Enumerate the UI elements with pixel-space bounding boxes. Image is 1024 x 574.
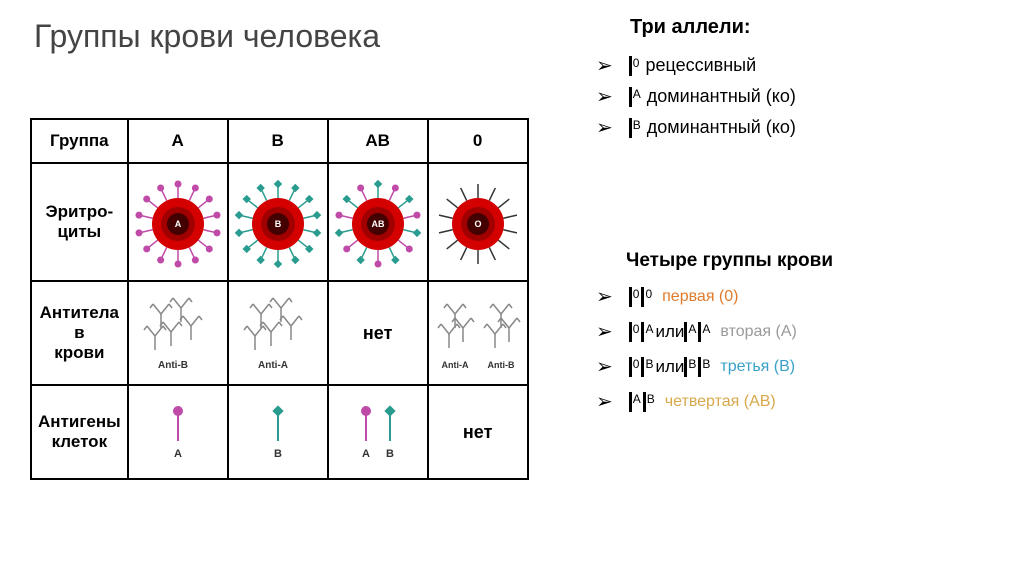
genotype-item: ➢00первая (0) — [596, 284, 1010, 309]
alleles-heading: Три аллели: — [630, 16, 990, 39]
antigen-icon: B — [238, 397, 318, 467]
chevron-icon: ➢ — [596, 284, 613, 309]
row-label: Группа — [31, 119, 128, 163]
svg-text:B: B — [386, 448, 394, 460]
genotype-label: четвертая (AB) — [665, 393, 776, 411]
row-label: Антигеныклеток — [31, 385, 128, 479]
erythrocyte-icon: AB — [332, 170, 424, 274]
svg-text:Anti-B: Anti-B — [158, 360, 188, 371]
table-header-row: Группа A B AB 0 — [31, 119, 528, 163]
svg-text:B: B — [274, 448, 282, 460]
col-header: AB — [328, 119, 428, 163]
genotype-item: ➢0B или BBтретья (B) — [596, 354, 1010, 379]
antibodies-row: Антителавкрови Anti-B Anti-A нет Anti-A A… — [31, 281, 528, 385]
genotype-item: ➢0A или AAвторая (A) — [596, 319, 1010, 344]
row-label: Эритро-циты — [31, 163, 128, 281]
svg-text:A: A — [174, 448, 182, 460]
col-header: 0 — [428, 119, 528, 163]
antigens-row: Антигеныклеток A B AB нет — [31, 385, 528, 479]
col-header: A — [128, 119, 228, 163]
chevron-icon: ➢ — [596, 84, 613, 109]
chevron-icon: ➢ — [596, 389, 613, 414]
chevron-icon: ➢ — [596, 319, 613, 344]
blood-groups-table: Группа A B AB 0 Эритро-циты A B AB O Ант… — [30, 118, 529, 480]
erythrocyte-icon: A — [132, 170, 224, 274]
erythrocyte-icon: O — [432, 170, 524, 274]
genotype-label: третья (B) — [720, 358, 795, 376]
erythrocyte-icon: B — [232, 170, 324, 274]
page-title: Группы крови человека — [34, 18, 380, 55]
svg-text:A: A — [362, 448, 370, 460]
none-text: нет — [463, 422, 492, 443]
allele-item: ➢Aдоминантный (ко) — [596, 84, 990, 109]
chevron-icon: ➢ — [596, 115, 613, 140]
antibody-icon: Anti-B — [133, 290, 223, 376]
genotypes-section: Четыре группы крови ➢00первая (0) ➢0A или… — [570, 250, 1010, 424]
genotypes-heading: Четыре группы крови — [626, 250, 1010, 272]
antibody-icon: Anti-A — [233, 290, 323, 376]
svg-text:AB: AB — [371, 219, 384, 229]
antigen-icon: A — [138, 397, 218, 467]
genotype-label: первая (0) — [662, 288, 738, 306]
antigen-icon: AB — [338, 397, 418, 467]
allele-text: доминантный (ко) — [647, 117, 796, 138]
none-text: нет — [363, 323, 392, 344]
erythrocytes-row: Эритро-циты A B AB O — [31, 163, 528, 281]
svg-text:Anti-B: Anti-B — [487, 360, 514, 370]
svg-text:O: O — [474, 219, 481, 229]
svg-text:Anti-A: Anti-A — [441, 360, 468, 370]
allele-text: рецессивный — [645, 55, 756, 76]
svg-text:Anti-A: Anti-A — [258, 360, 288, 371]
allele-item: ➢0рецессивный — [596, 53, 990, 78]
allele-text: доминантный (ко) — [647, 86, 796, 107]
genotype-item: ➢ABчетвертая (AB) — [596, 389, 1010, 414]
chevron-icon: ➢ — [596, 53, 613, 78]
antibody-icon: Anti-B — [479, 290, 523, 376]
genotype-label: вторая (A) — [720, 323, 796, 341]
row-label: Антителавкрови — [31, 281, 128, 385]
col-header: B — [228, 119, 328, 163]
antibody-icon: Anti-A — [433, 290, 477, 376]
allele-item: ➢Bдоминантный (ко) — [596, 115, 990, 140]
alleles-section: Три аллели: ➢0рецессивный ➢Aдоминантный … — [570, 16, 990, 146]
chevron-icon: ➢ — [596, 354, 613, 379]
svg-text:B: B — [274, 219, 281, 229]
svg-text:A: A — [174, 219, 181, 229]
